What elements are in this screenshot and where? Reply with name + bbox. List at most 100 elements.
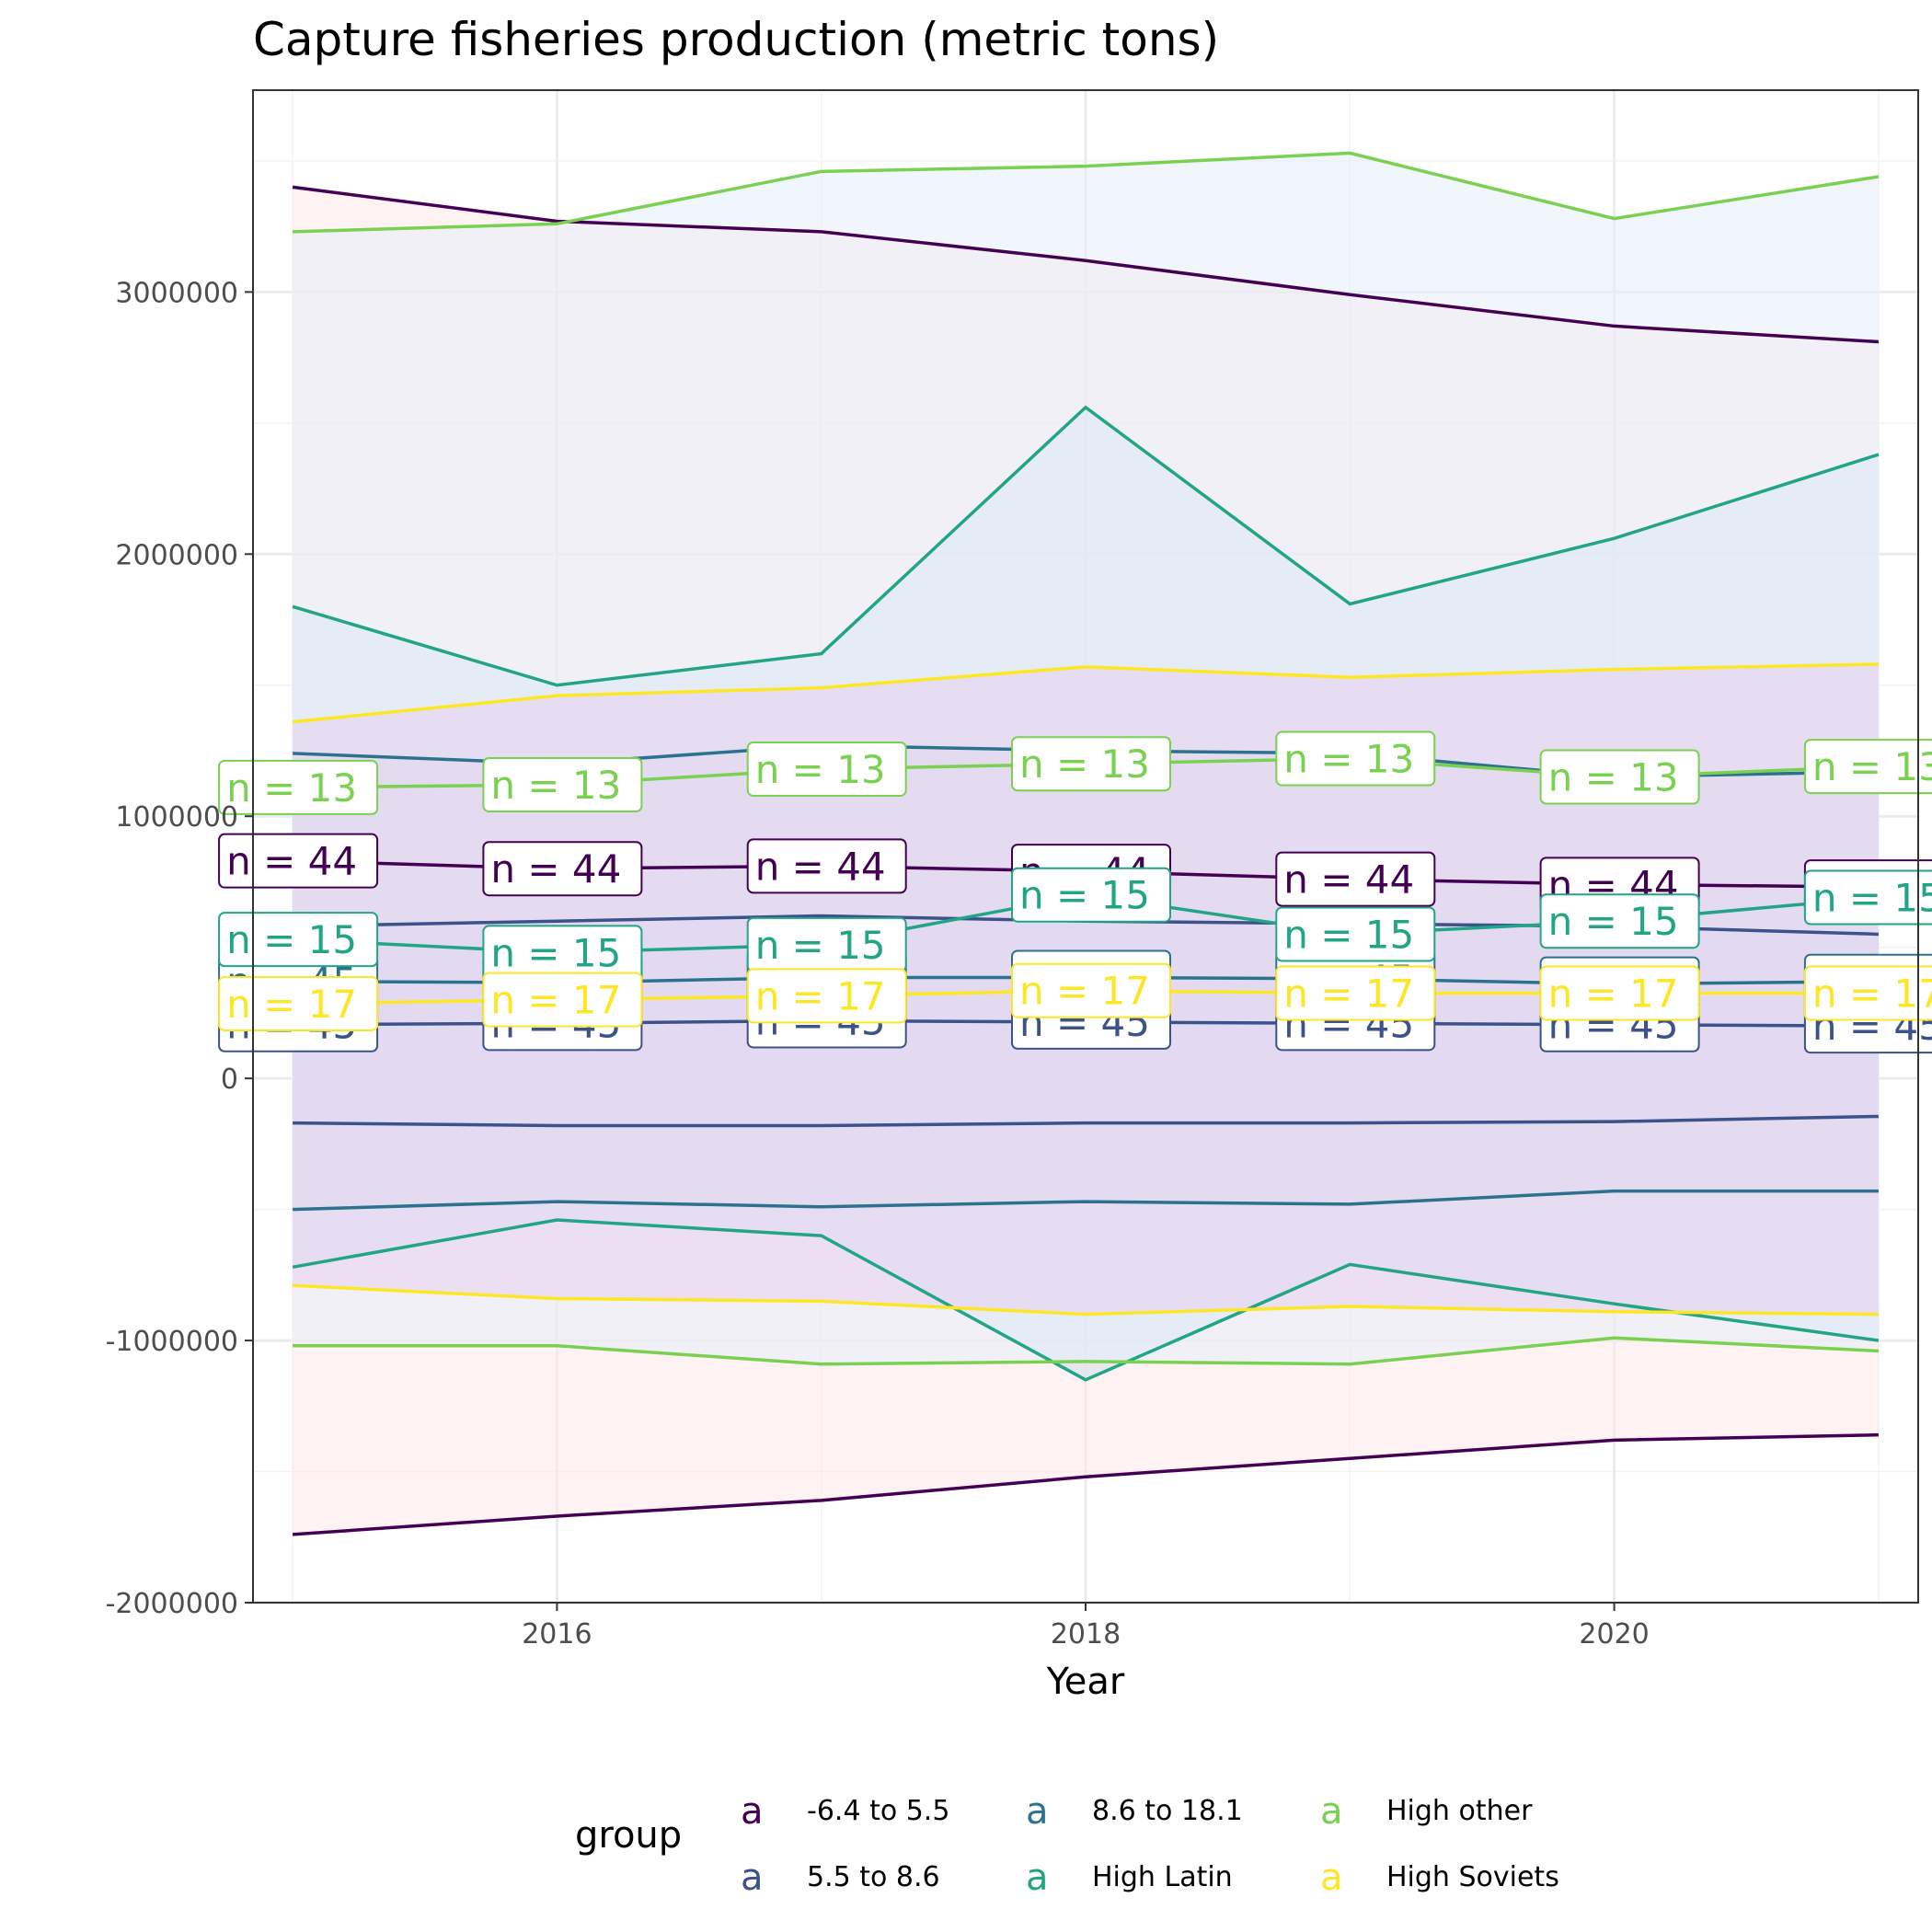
n-label-text: n = 44 xyxy=(490,846,621,891)
n-label-series-3: n = 15 xyxy=(218,912,379,968)
legend-label: High Soviets xyxy=(1386,1861,1559,1893)
upper-line-series-3 xyxy=(292,405,1880,687)
n-label-text: n = 17 xyxy=(1548,972,1679,1017)
legend-label: 5.5 to 8.6 xyxy=(807,1861,940,1893)
n-label-box xyxy=(1011,736,1171,792)
lower-line-series-1 xyxy=(293,1114,1879,1128)
n-label-series-3: n = 15 xyxy=(746,916,907,972)
n-label-box xyxy=(482,972,643,1028)
n-label-series-5: n = 17 xyxy=(218,975,379,1031)
legend-item: a -6.4 to 5.5 xyxy=(741,1790,949,1833)
y-tick-label: 0 xyxy=(221,1064,238,1096)
n-label-text: n = 17 xyxy=(1812,972,1932,1017)
n-label-text: n = 17 xyxy=(1019,969,1150,1014)
n-label-series-5: n = 17 xyxy=(1539,965,1700,1021)
n-label-series-4: n = 13 xyxy=(218,759,379,815)
y-tick-label: 1000000 xyxy=(115,801,238,834)
n-label-series-0: n = 44 xyxy=(218,833,379,889)
chart-title: Capture fisheries production (metric ton… xyxy=(253,13,1219,66)
n-label-series-3: n = 15 xyxy=(1275,906,1436,962)
n-label-box xyxy=(1275,851,1436,907)
n-label-box xyxy=(482,757,643,813)
n-label-series-5: n = 17 xyxy=(482,972,643,1028)
n-label-series-5: n = 17 xyxy=(1011,962,1171,1018)
n-label-text: n = 17 xyxy=(490,978,621,1023)
lower-line-series-4 xyxy=(293,1336,1879,1366)
upper-line-series-5 xyxy=(292,662,1879,724)
n-label-text: n = 17 xyxy=(755,973,886,1018)
label-layer: n = 44n = 44n = 44n = 44n = 44n = 44n = … xyxy=(218,730,1932,1054)
n-label-series-5: n = 17 xyxy=(1803,965,1932,1021)
n-label-text: n = 13 xyxy=(1019,742,1150,787)
lower-line-series-2 xyxy=(293,1189,1879,1212)
n-label-box xyxy=(1539,965,1700,1021)
n-label-text: n = 44 xyxy=(1283,857,1414,903)
n-label-series-3: n = 15 xyxy=(482,925,643,981)
legend-key-glyph: a xyxy=(741,1790,764,1833)
n-label-box xyxy=(218,833,379,889)
n-label-box xyxy=(1011,962,1171,1018)
n-label-text: n = 15 xyxy=(755,923,886,968)
n-label-text: n = 15 xyxy=(1812,876,1932,921)
n-label-text: n = 44 xyxy=(226,839,357,884)
n-label-series-0: n = 44 xyxy=(1275,851,1436,907)
n-label-box xyxy=(218,912,379,968)
n-label-text: n = 17 xyxy=(226,982,357,1027)
legend-key-glyph: a xyxy=(1026,1790,1049,1833)
legend-item: a 8.6 to 18.1 xyxy=(1026,1790,1243,1833)
legend-title: group xyxy=(575,1814,682,1857)
n-label-box xyxy=(1803,739,1932,795)
n-label-text: n = 17 xyxy=(1283,972,1414,1017)
legend-label: High other xyxy=(1386,1795,1533,1827)
legend-key-glyph: a xyxy=(741,1857,764,1899)
n-label-series-4: n = 13 xyxy=(482,757,643,813)
n-label-box xyxy=(482,841,643,897)
n-label-box xyxy=(1539,893,1700,949)
legend-label: -6.4 to 5.5 xyxy=(807,1795,949,1827)
n-label-series-4: n = 13 xyxy=(1275,730,1436,787)
n-label-text: n = 13 xyxy=(1283,737,1414,782)
n-label-box xyxy=(1275,730,1436,787)
n-label-text: n = 13 xyxy=(1812,744,1932,789)
n-label-text: n = 15 xyxy=(1548,899,1679,944)
n-label-series-3: n = 15 xyxy=(1011,867,1171,923)
legend-key-glyph: a xyxy=(1320,1790,1343,1833)
upper-line-series-0 xyxy=(292,185,1880,344)
axis-layer: -2000000 -1000000 0 1000000 2000000 3000000 20… xyxy=(106,277,1650,1650)
n-label-box xyxy=(1275,965,1436,1021)
n-label-series-4: n = 13 xyxy=(1539,749,1700,805)
n-label-text: n = 15 xyxy=(1283,912,1414,957)
n-label-box xyxy=(746,838,907,894)
y-tick-label: 3000000 xyxy=(115,277,238,309)
lower-line-series-0 xyxy=(292,1432,1879,1536)
legend-item: a High other xyxy=(1320,1790,1533,1833)
legend-item: a 5.5 to 8.6 xyxy=(741,1857,940,1899)
n-label-text: n = 15 xyxy=(490,930,621,975)
n-label-box xyxy=(746,741,907,797)
n-label-series-3: n = 15 xyxy=(1803,869,1932,926)
y-tick-label: -2000000 xyxy=(106,1588,238,1620)
n-label-text: n = 13 xyxy=(755,747,886,792)
n-label-text: n = 13 xyxy=(490,763,621,808)
n-label-box xyxy=(218,975,379,1031)
legend-label: High Latin xyxy=(1092,1861,1233,1893)
n-label-text: n = 15 xyxy=(226,917,357,962)
n-label-series-3: n = 15 xyxy=(1539,893,1700,949)
y-tick-label: 2000000 xyxy=(115,539,238,571)
n-label-series-4: n = 13 xyxy=(1803,739,1932,795)
n-label-text: n = 13 xyxy=(226,765,357,811)
n-label-box xyxy=(746,968,907,1024)
n-label-box xyxy=(1803,869,1932,926)
n-label-series-0: n = 44 xyxy=(482,841,643,897)
legend-label: 8.6 to 18.1 xyxy=(1092,1795,1243,1827)
n-label-box xyxy=(1275,906,1436,962)
n-label-series-4: n = 13 xyxy=(1011,736,1171,792)
x-axis-title: Year xyxy=(1046,1661,1125,1703)
legend-key-glyph: a xyxy=(1026,1857,1049,1899)
x-tick-label: 2018 xyxy=(1051,1618,1121,1650)
n-label-series-4: n = 13 xyxy=(746,741,907,797)
legend-item: a High Soviets xyxy=(1320,1857,1559,1899)
n-label-text: n = 15 xyxy=(1019,873,1150,918)
n-label-box xyxy=(218,759,379,815)
